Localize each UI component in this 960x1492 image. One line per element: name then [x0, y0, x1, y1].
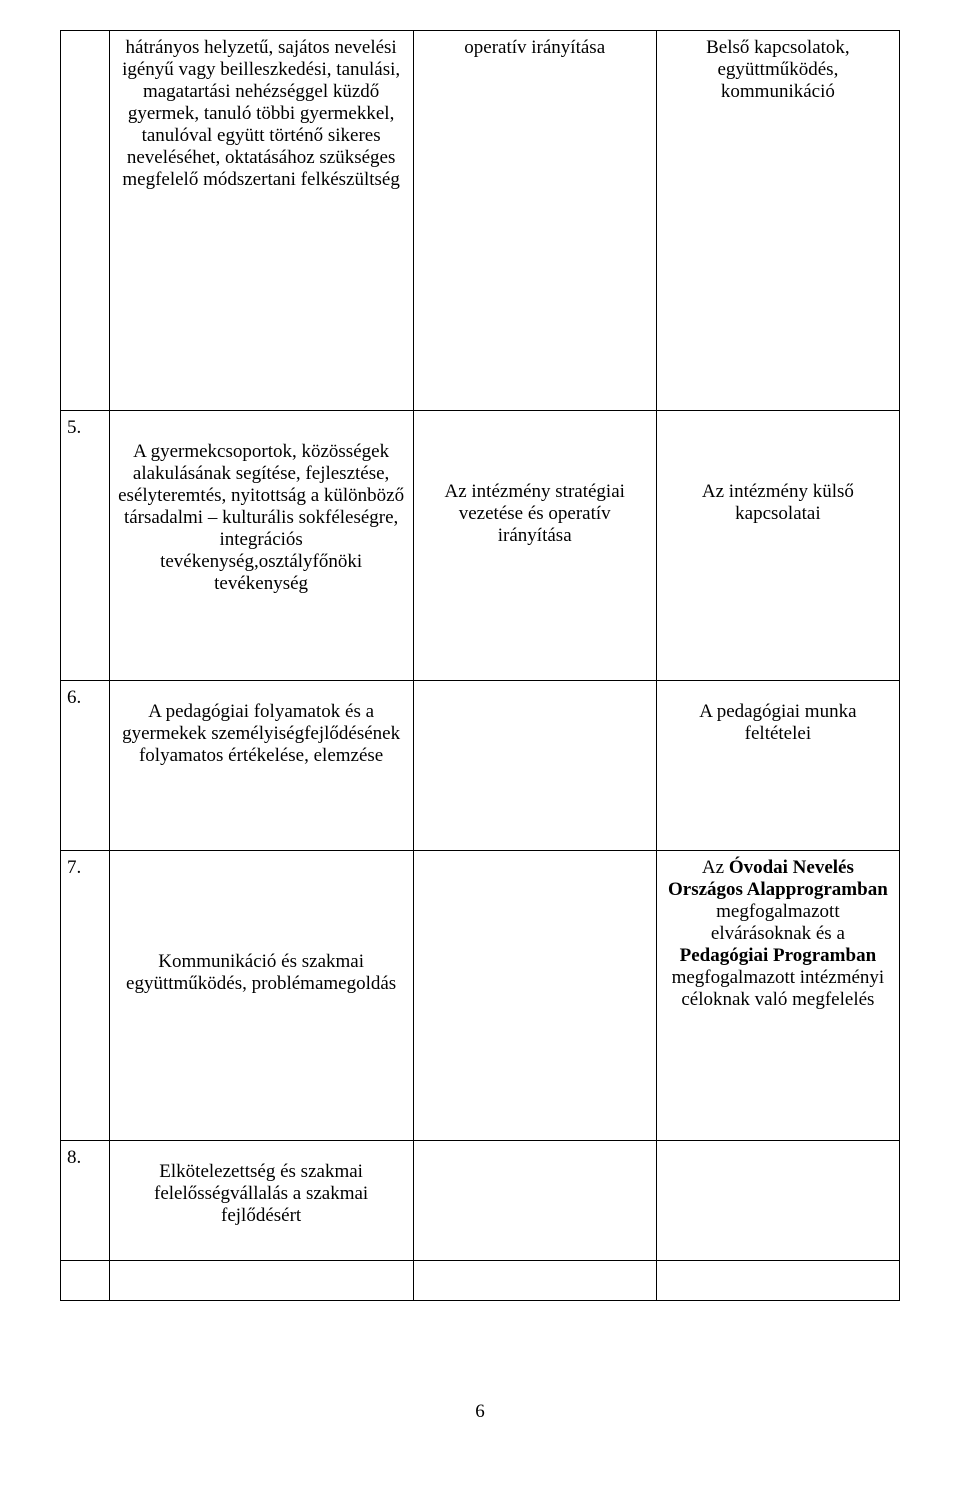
table-row: 7. Kommunikáció és szakmai együttműködés… — [61, 851, 900, 1141]
table-row: 6. A pedagógiai folyamatok és a gyermeke… — [61, 681, 900, 851]
cell-col3 — [413, 1261, 656, 1301]
cell-col4: A pedagógiai munka feltételei — [656, 681, 899, 851]
table-row: hátrányos helyzetű, sajátos nevelési igé… — [61, 31, 900, 411]
cell-col2: Kommunikáció és szakmai együttműködés, p… — [109, 851, 413, 1141]
table-row: 5. A gyermekcsoportok, közösségek alakul… — [61, 411, 900, 681]
page-number: 6 — [60, 1401, 900, 1423]
row-number: 5. — [61, 411, 110, 681]
row-number — [61, 1261, 110, 1301]
row-number: 7. — [61, 851, 110, 1141]
cell-col4: Belső kapcsolatok, együttműködés, kommun… — [656, 31, 899, 411]
cell-col3 — [413, 681, 656, 851]
cell-col2: Elkötelezettség és szakmai felelősségvál… — [109, 1141, 413, 1261]
table-row: 8. Elkötelezettség és szakmai felelősség… — [61, 1141, 900, 1261]
cell-col3 — [413, 851, 656, 1141]
cell-col3: Az intézmény stratégiai vezetése és oper… — [413, 411, 656, 681]
cell-col3: operatív irányítása — [413, 31, 656, 411]
table-row — [61, 1261, 900, 1301]
content-table: hátrányos helyzetű, sajátos nevelési igé… — [60, 30, 900, 1301]
row-number — [61, 31, 110, 411]
cell-col2: A pedagógiai folyamatok és a gyermekek s… — [109, 681, 413, 851]
cell-col4 — [656, 1261, 899, 1301]
cell-col2: hátrányos helyzetű, sajátos nevelési igé… — [109, 31, 413, 411]
cell-col2 — [109, 1261, 413, 1301]
cell-col4 — [656, 1141, 899, 1261]
cell-col3 — [413, 1141, 656, 1261]
row-number: 8. — [61, 1141, 110, 1261]
row-number: 6. — [61, 681, 110, 851]
cell-col2: A gyermekcsoportok, közösségek alakulásá… — [109, 411, 413, 681]
cell-col4: Az Óvodai Nevelés Országos Alapprogramba… — [656, 851, 899, 1141]
cell-col4: Az intézmény külső kapcsolatai — [656, 411, 899, 681]
